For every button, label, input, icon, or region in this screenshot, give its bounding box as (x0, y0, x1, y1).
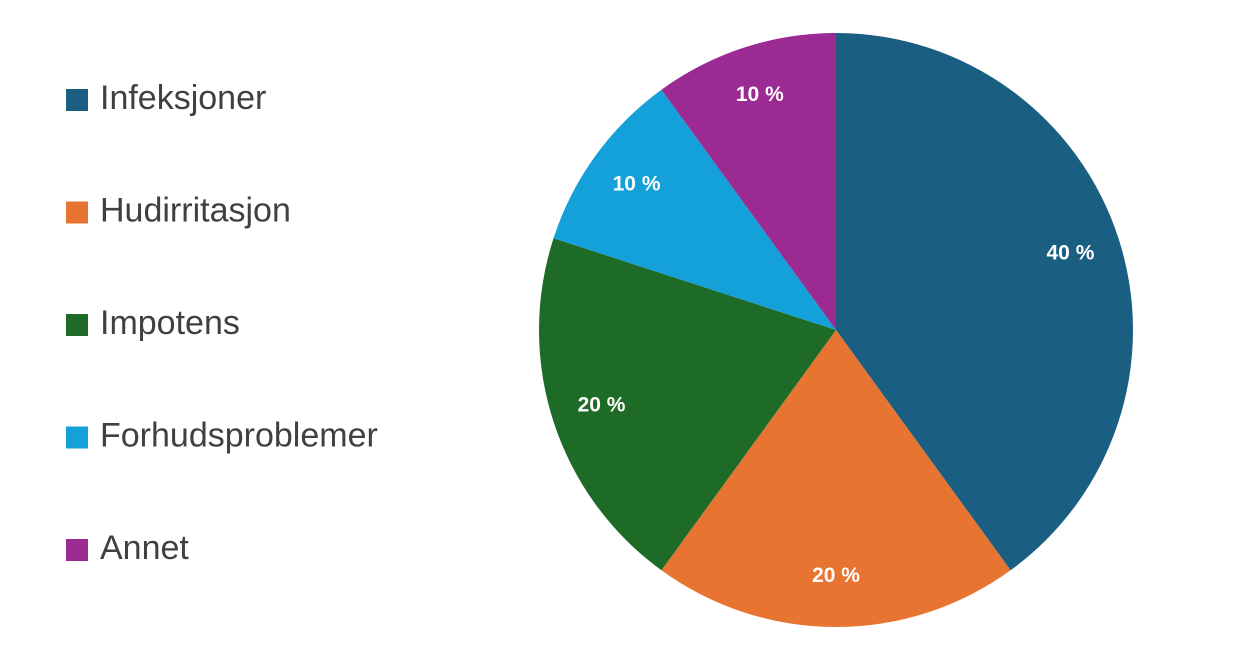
legend-label: Impotens (100, 304, 240, 342)
value-label: 20 % (812, 564, 860, 587)
value-label: 40 % (1047, 241, 1095, 264)
legend-label: Infeksjoner (100, 79, 266, 117)
legend-label: Annet (100, 529, 189, 567)
pie-slice (661, 33, 836, 330)
legend-swatch (66, 89, 88, 111)
legend-swatch (66, 314, 88, 336)
value-label: 10 % (613, 173, 661, 196)
pie-slice (661, 330, 1011, 627)
pie-slice (553, 89, 836, 330)
legend-swatch (66, 539, 88, 561)
pie-slice (538, 238, 836, 571)
value-label: 20 % (578, 394, 626, 417)
value-label: 10 % (736, 83, 784, 106)
legend-swatch (66, 201, 88, 224)
legend-label: Hudirritasjon (100, 191, 291, 229)
pie-slice (836, 33, 1133, 571)
legend-label: Forhudsproblemer (100, 416, 378, 454)
legend-swatch (66, 426, 88, 449)
